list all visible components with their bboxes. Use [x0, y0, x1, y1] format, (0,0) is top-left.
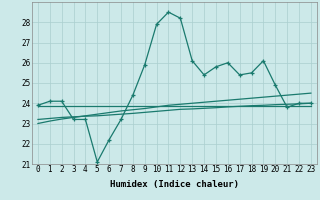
- X-axis label: Humidex (Indice chaleur): Humidex (Indice chaleur): [110, 180, 239, 189]
